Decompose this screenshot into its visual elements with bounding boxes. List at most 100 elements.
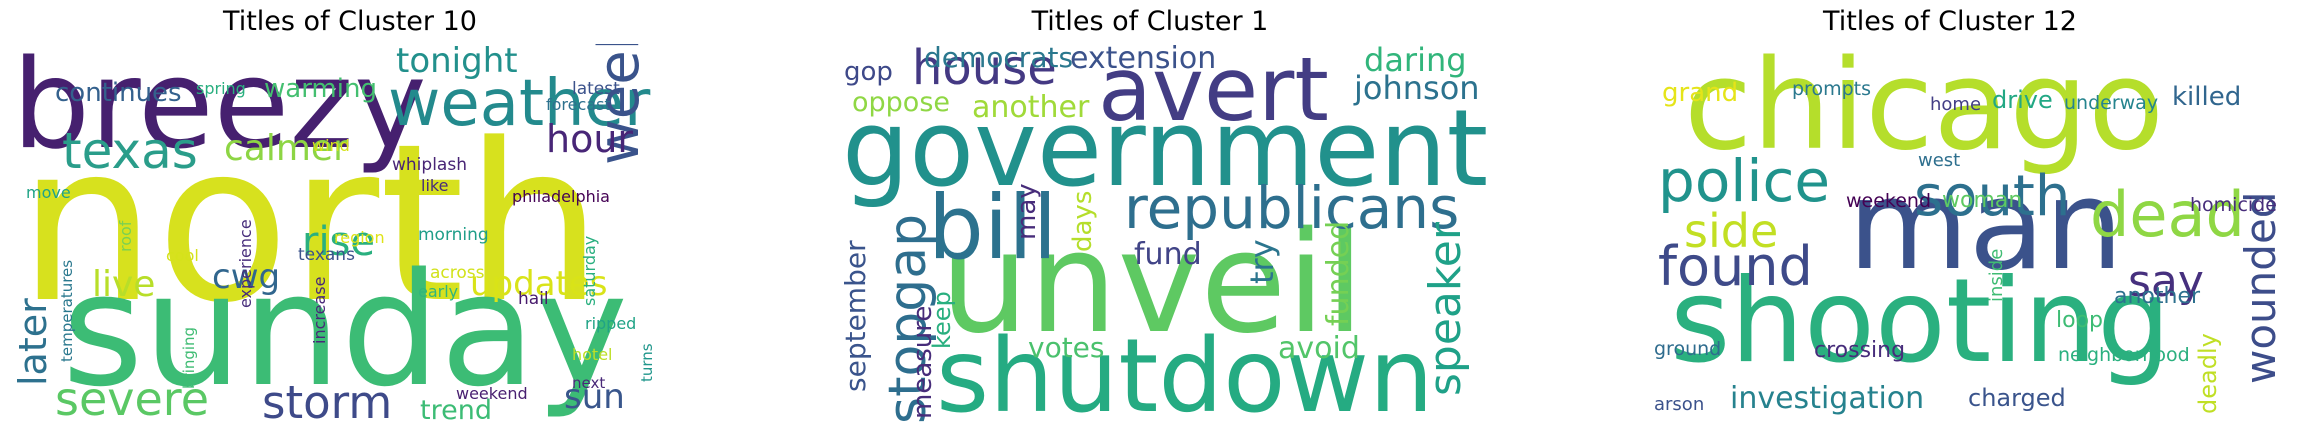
- word-cloud: government unveil shutdown avert bill ho…: [800, 44, 1500, 430]
- word-homicide: homicide: [2190, 194, 2277, 216]
- word-may: may: [1012, 183, 1042, 240]
- word-days: days: [1068, 190, 1098, 252]
- word-continues: continues: [55, 78, 182, 108]
- word-early: early: [418, 282, 459, 301]
- word-weekend: weekend: [456, 384, 528, 403]
- word-inside: inside: [1986, 248, 2007, 302]
- wordcloud-panel-cluster-1: Titles of Cluster 1 government unveil sh…: [800, 0, 1500, 435]
- word-republicans: republicans: [1124, 174, 1460, 242]
- word-live: live: [92, 264, 156, 305]
- word-sunday: sunday: [62, 239, 628, 421]
- word-another: another: [2114, 284, 2201, 309]
- word-extension: extension: [1070, 44, 1217, 76]
- word-unveil: unveil: [940, 202, 1365, 365]
- word-chicago: chicago: [1684, 44, 2164, 178]
- word-south: south: [1914, 164, 2071, 229]
- panel-title: Titles of Cluster 10: [223, 6, 477, 37]
- word-experience: experience: [236, 219, 255, 308]
- word-updates: updates: [470, 264, 608, 304]
- word-investigation: investigation: [1730, 381, 1925, 416]
- word-sun: sun: [564, 377, 625, 417]
- panel-title: Titles of Cluster 1: [1031, 6, 1269, 37]
- word-severe: severe: [55, 372, 209, 426]
- word-loop: loop: [2056, 308, 2103, 333]
- word-north: north: [18, 98, 603, 351]
- word-calmer: calmer: [224, 128, 348, 169]
- word-roof: roof: [116, 220, 135, 252]
- word-wounded: wounded: [2236, 191, 2285, 384]
- word-neighborhood: neighborhood: [2058, 344, 2190, 366]
- word-gop: gop: [844, 57, 893, 87]
- panel-title: Titles of Cluster 12: [1823, 6, 2077, 37]
- word-avert: avert: [1098, 44, 1329, 141]
- word-breezy: breezy: [12, 44, 427, 177]
- wordcloud-panel-cluster-10: Titles of Cluster 10 north sunday breezy…: [0, 0, 700, 435]
- word-dead: dead: [2090, 178, 2245, 251]
- word-votes: votes: [1028, 331, 1105, 364]
- word-ground: ground: [1654, 338, 1722, 360]
- word-rise: rise: [302, 219, 376, 265]
- word-oppose: oppose: [852, 87, 950, 118]
- word-shooting: shooting: [1670, 254, 2171, 389]
- word-cwg: cwg: [212, 257, 281, 297]
- word-forecast: forecast: [546, 95, 611, 114]
- word-next: next: [572, 374, 606, 392]
- word-deadly: deadly: [2194, 333, 2222, 414]
- word-west: west: [1918, 150, 1961, 171]
- word-democrats: democrats: [924, 44, 1074, 74]
- word-whiplash: whiplash: [392, 155, 467, 175]
- word-philadelphia: philadelphia: [512, 187, 610, 206]
- word-house: house: [912, 44, 1057, 96]
- word-ripped: ripped: [585, 314, 637, 333]
- word-speaker: speaker: [1420, 222, 1471, 396]
- word-charged: charged: [1968, 384, 2066, 412]
- word-weekend: weekend: [1846, 190, 1932, 212]
- word-funded: funded: [1321, 220, 1356, 326]
- wordcloud-panel-cluster-12: Titles of Cluster 12 chicago man shootin…: [1600, 0, 2300, 435]
- word-another: another: [972, 90, 1090, 125]
- word-police: police: [1658, 147, 1831, 215]
- word-trend: trend: [420, 395, 492, 426]
- word-saturday: saturday: [580, 235, 599, 306]
- word-increase: increase: [310, 276, 329, 344]
- word-avoid: avoid: [1278, 331, 1360, 366]
- word-fund: fund: [1134, 237, 1202, 272]
- word-try: try: [1243, 239, 1281, 284]
- word-tonight: tonight: [396, 44, 518, 81]
- word-man: man: [1848, 154, 2124, 298]
- word-bill: bill: [928, 176, 1058, 279]
- word-texans: texans: [298, 245, 355, 265]
- word-texas: texas: [62, 122, 198, 180]
- word-side: side: [1684, 204, 1779, 258]
- word-latest: latest: [572, 79, 620, 99]
- word-across: across: [430, 263, 485, 283]
- word-woman: woman: [1942, 188, 2023, 213]
- word-turns: turns: [638, 343, 656, 382]
- word-wind: wind: [312, 136, 350, 155]
- word-warming: warming: [264, 74, 377, 104]
- word-grand: grand: [1662, 78, 1739, 108]
- word-bringing: bringing: [180, 326, 198, 389]
- word-storm: storm: [262, 376, 393, 429]
- word-home: home: [1930, 94, 1982, 115]
- word-crossing: crossing: [1814, 338, 1906, 363]
- word-arson: arson: [1654, 394, 1705, 415]
- word-measure: measure: [908, 305, 938, 419]
- word-weather: weather: [388, 67, 651, 141]
- word-temperatures: temperatures: [58, 259, 76, 362]
- word-september: september: [839, 240, 872, 392]
- word-spring: spring: [196, 79, 246, 98]
- word-killed: killed: [2172, 82, 2242, 112]
- word-found: found: [1658, 235, 1813, 298]
- word-johnson: johnson: [1354, 69, 1480, 107]
- word-shutdown: shutdown: [936, 317, 1434, 430]
- word-say: say: [2128, 256, 2204, 307]
- word-cloud: north sunday breezy weather texas severe…: [0, 44, 700, 430]
- word-daring: daring: [1364, 44, 1467, 79]
- word-cool: cool: [166, 246, 199, 265]
- word-hour: hour: [546, 117, 634, 161]
- word-region: region: [334, 228, 385, 247]
- word-move: move: [26, 183, 71, 202]
- word-like: like: [421, 176, 449, 195]
- word-later: later: [11, 298, 55, 386]
